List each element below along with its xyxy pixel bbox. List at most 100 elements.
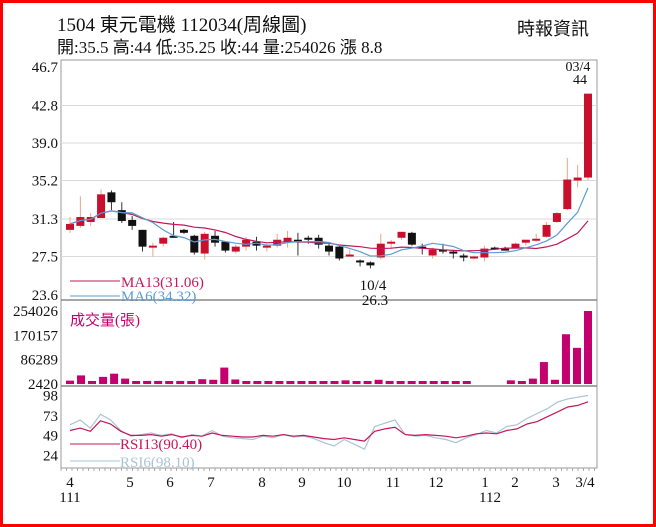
candle-body — [490, 247, 499, 250]
volume-bar — [231, 379, 240, 384]
volume-bar — [462, 381, 471, 384]
candle-body — [418, 246, 427, 249]
ma6-line — [69, 187, 589, 257]
candle-body — [376, 243, 385, 258]
volume-bar — [264, 381, 273, 384]
volume-bar — [528, 378, 537, 384]
volume-axis-label: 2420 — [28, 377, 58, 393]
candle-body — [366, 262, 375, 266]
candle-body — [283, 237, 292, 242]
rsi-axis-label: 49 — [43, 428, 58, 444]
candle-body — [407, 232, 416, 245]
x-axis-label: 11 — [386, 475, 400, 491]
price-axis-label: 39.0 — [32, 136, 58, 152]
candle-body — [573, 177, 582, 181]
candle-body — [438, 249, 447, 252]
volume-bar — [429, 381, 438, 384]
volume-bar — [539, 362, 548, 384]
rsi-axis-label: 24 — [43, 449, 59, 465]
price-pane — [60, 59, 598, 301]
rsi-axis-label: 98 — [43, 389, 58, 405]
candle-body — [449, 251, 458, 254]
volume-bar — [330, 381, 339, 384]
volume-bar — [121, 378, 130, 384]
candle-body — [511, 243, 520, 248]
volume-bar — [220, 367, 229, 384]
rsi6-legend: RSI6(98.10) — [120, 455, 195, 471]
volume-bar — [418, 381, 427, 384]
candle-body — [345, 254, 354, 257]
candle-body — [169, 235, 178, 238]
volume-bar — [110, 373, 119, 384]
volume-axis-label: 254026 — [13, 304, 59, 320]
volume-bar — [209, 379, 218, 384]
volume-bar — [99, 376, 108, 384]
x-axis-label: 6 — [166, 475, 174, 491]
volume-bar — [187, 381, 196, 384]
ma6-legend: MA6(34.32) — [121, 289, 196, 305]
candle-body — [335, 246, 344, 259]
candle-body — [107, 192, 116, 203]
volume-bar — [396, 381, 405, 384]
volume-bar — [407, 381, 416, 384]
candle-body — [563, 179, 572, 210]
rsi6-line — [69, 394, 589, 451]
volume-bar — [517, 381, 526, 384]
candle-body — [293, 239, 302, 242]
volume-bar — [176, 380, 185, 384]
volume-bar — [143, 380, 152, 384]
candle-body — [521, 239, 530, 243]
x-axis-label: 3 — [552, 475, 560, 491]
candle-body — [117, 210, 126, 221]
latest-close-annotation: 44 — [573, 73, 587, 88]
volume-bar — [341, 380, 350, 384]
volume-bar — [66, 380, 74, 384]
volume-bar — [253, 381, 262, 384]
low-date-annotation: 10/4 — [360, 278, 387, 294]
candle-body — [148, 245, 157, 248]
volume-bar — [198, 379, 207, 384]
chart-title: 1504 東元電機 112034(周線圖) — [57, 15, 307, 36]
candle-body — [397, 231, 406, 238]
candle-body — [532, 238, 541, 241]
price-axis-label: 23.6 — [32, 288, 59, 304]
x-axis-label: 5 — [126, 475, 134, 491]
volume-axis-label: 170157 — [13, 328, 59, 344]
rsi13-line — [69, 401, 589, 442]
ma13-legend: MA13(31.06) — [121, 275, 204, 291]
price-axis-label: 27.5 — [32, 250, 58, 266]
candle-body — [231, 246, 240, 252]
rsi13-legend: RSI13(90.40) — [120, 437, 202, 453]
volume-legend: 成交量(張) — [70, 311, 140, 329]
candle-body — [470, 256, 479, 259]
x-axis-label: 2 — [511, 475, 519, 491]
candle-body — [552, 213, 561, 222]
candle-body — [242, 239, 251, 247]
volume-bar — [242, 381, 251, 384]
volume-bar — [88, 381, 97, 384]
candle-body — [387, 241, 396, 244]
volume-bar — [572, 347, 581, 384]
candle-body — [179, 229, 188, 233]
volume-bar — [308, 381, 317, 384]
candle-body — [325, 245, 333, 252]
candle-body — [428, 249, 437, 256]
x-axis-label: 9 — [298, 475, 306, 491]
quote-summary: 開:35.5 高:44 低:35.25 收:44 量:254026 漲 8.8 — [57, 38, 383, 57]
rsi-axis-label: 73 — [43, 409, 58, 425]
volume-bar — [132, 381, 141, 384]
candle-body — [76, 217, 85, 226]
volume-bar — [165, 381, 174, 384]
volume-bar — [385, 380, 394, 384]
x-axis-label: 12 — [429, 475, 444, 491]
candle-body — [356, 260, 365, 263]
volume-pane — [60, 299, 598, 387]
x-year-label: 112 — [479, 490, 501, 506]
candle-body — [459, 255, 468, 258]
volume-bar — [550, 379, 559, 384]
x-axis-label: 3/4 — [575, 475, 595, 491]
candle-body — [262, 245, 271, 248]
volume-bar — [363, 381, 372, 384]
candle-body — [200, 233, 209, 254]
